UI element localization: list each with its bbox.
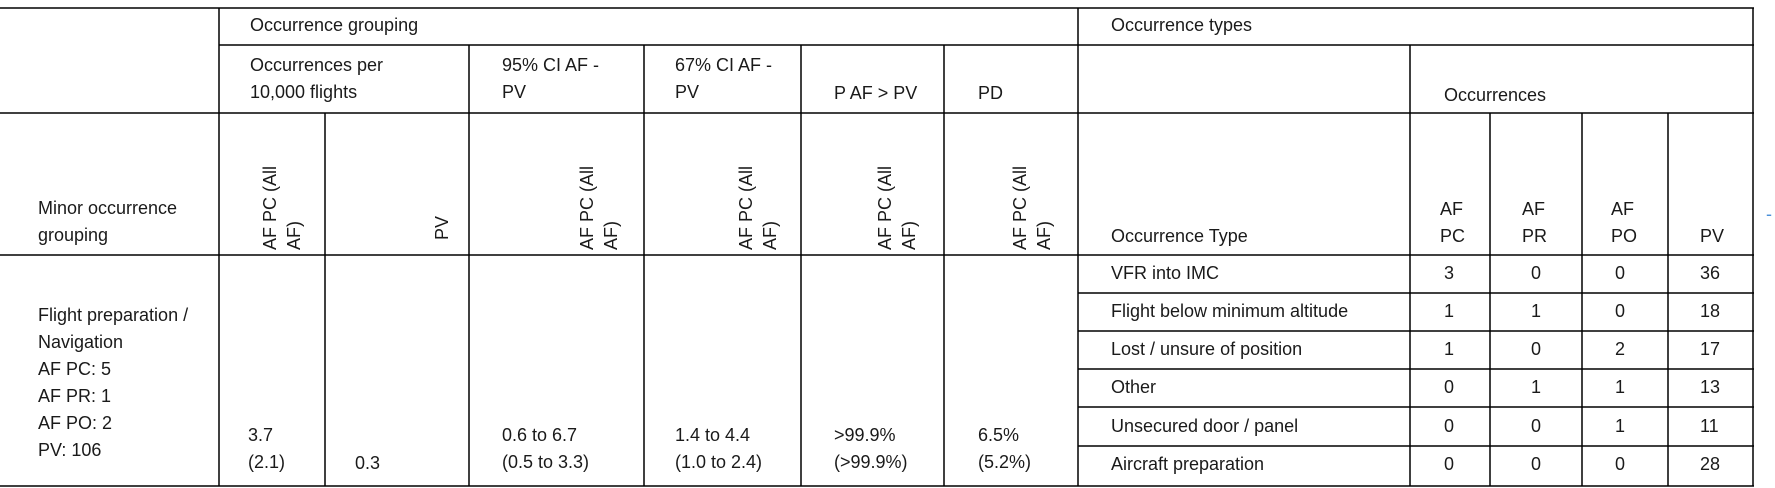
header-pv-rotated: PV: [432, 215, 452, 240]
header-occurrences-per-10000: Occurrences per 10,000 flights: [250, 55, 384, 102]
header-ci95: 95% CI AF - PV: [502, 55, 600, 102]
count-pv: 28: [1700, 454, 1721, 474]
header-af-pc-all-5: AF PC (All AF): [1010, 165, 1054, 250]
occurrence-type: Other: [1111, 377, 1157, 397]
header-p-af-pv: P AF > PV: [834, 83, 918, 103]
header-pd: PD: [978, 83, 1004, 103]
header-af-pc-all-1: AF PC (All AF): [260, 165, 304, 250]
count-af-pc: 0: [1444, 416, 1455, 436]
occurrence-type: Flight below minimum altitude: [1111, 301, 1349, 321]
header-af-pc-all-4: AF PC (All AF): [875, 165, 919, 250]
group-ci95: 0.6 to 6.7 (0.5 to 3.3): [502, 425, 590, 472]
count-af-po: 1: [1615, 416, 1626, 436]
header-occurrences: Occurrences: [1444, 85, 1547, 105]
count-af-po: 0: [1615, 263, 1626, 283]
group-pd: 6.5% (5.2%): [978, 425, 1032, 472]
count-pv: 36: [1700, 263, 1721, 283]
header-ci67: 67% CI AF - PV: [675, 55, 773, 102]
header-af-pr: AF PR: [1522, 199, 1548, 246]
header-minor-grouping: Minor occurrence grouping: [38, 198, 178, 245]
count-af-pr: 0: [1531, 416, 1542, 436]
count-af-pr: 1: [1531, 377, 1542, 397]
header-af-pc: AF PC: [1440, 199, 1466, 246]
count-af-pr: 0: [1531, 339, 1542, 359]
count-af-po: 1: [1615, 377, 1626, 397]
margin-mark: -: [1766, 204, 1772, 224]
group-p-af-pv: >99.9% (>99.9%): [834, 425, 908, 472]
group-name: Flight preparation / Navigation AF PC: 5…: [38, 305, 189, 460]
group-rate-af: 3.7 (2.1): [248, 425, 286, 472]
count-af-po: 2: [1615, 339, 1626, 359]
count-af-pc: 0: [1444, 454, 1455, 474]
header-occurrence-type: Occurrence Type: [1111, 226, 1248, 246]
header-af-pc-all-2: AF PC (All AF): [577, 165, 621, 250]
count-af-pc: 1: [1444, 301, 1455, 321]
group-rate-pv: 0.3: [355, 453, 381, 473]
header-occurrence-types: Occurrence types: [1111, 15, 1253, 35]
count-af-pc: 0: [1444, 377, 1455, 397]
count-pv: 11: [1700, 416, 1719, 436]
count-pv: 13: [1700, 377, 1721, 397]
count-af-pr: 1: [1531, 301, 1542, 321]
count-af-po: 0: [1615, 301, 1626, 321]
count-af-pc: 3: [1444, 263, 1455, 283]
occurrence-type: VFR into IMC: [1111, 263, 1220, 283]
group-ci67: 1.4 to 4.4 (1.0 to 2.4): [675, 425, 763, 472]
header-af-po: AF PO: [1611, 199, 1638, 246]
count-af-pr: 0: [1531, 263, 1542, 283]
occurrence-type: Lost / unsure of position: [1111, 339, 1303, 359]
count-af-pr: 0: [1531, 454, 1542, 474]
count-pv: 17: [1700, 339, 1721, 359]
header-occurrence-grouping: Occurrence grouping: [250, 15, 419, 35]
count-pv: 18: [1700, 301, 1721, 321]
header-pv: PV: [1700, 226, 1725, 246]
count-af-pc: 1: [1444, 339, 1455, 359]
occurrence-type: Unsecured door / panel: [1111, 416, 1299, 436]
occurrence-type: Aircraft preparation: [1111, 454, 1265, 474]
header-af-pc-all-3: AF PC (All AF): [736, 165, 780, 250]
count-af-po: 0: [1615, 454, 1626, 474]
